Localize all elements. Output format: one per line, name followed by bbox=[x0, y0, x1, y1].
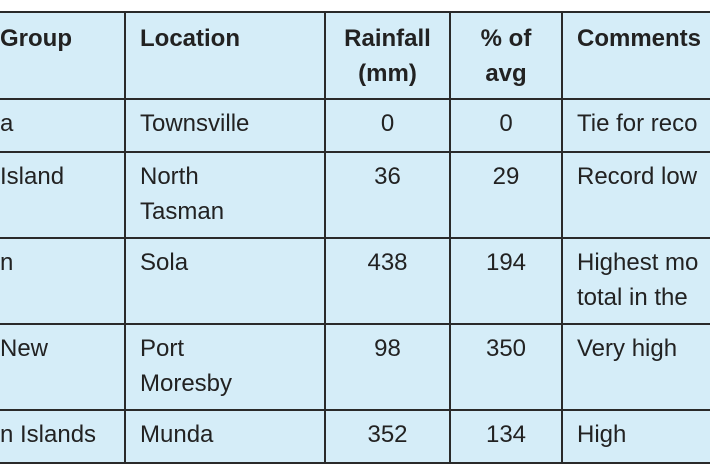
table-cell: 134 bbox=[449, 409, 563, 464]
table-cell: n bbox=[0, 237, 126, 325]
cell-line: Tasman bbox=[140, 198, 225, 225]
table-cell: 438 bbox=[324, 237, 451, 325]
table-frame: Group Location Rainfall (mm) % of avg Comments… bbox=[0, 11, 710, 464]
table-cell: 194 bbox=[449, 237, 563, 325]
cell-line: Rainfall bbox=[344, 25, 431, 52]
table-cell: Island bbox=[0, 151, 126, 239]
table-cell: North Tasman bbox=[124, 151, 326, 239]
table-cell: Tie for reco bbox=[561, 98, 710, 153]
table-cell: Munda bbox=[124, 409, 326, 464]
table-cell: Sola bbox=[124, 237, 326, 325]
table-cell: Highest mo total in the bbox=[561, 237, 710, 325]
table-row: n Sola 438 194 Highest mo total in the bbox=[0, 237, 710, 325]
header-cell: Comments bbox=[561, 11, 710, 100]
cell-line: Moresby bbox=[140, 370, 233, 397]
table-cell: Very high bbox=[561, 323, 710, 411]
cell-line: Port bbox=[140, 335, 185, 362]
table-cell: 352 bbox=[324, 409, 451, 464]
cell-line: Highest mo bbox=[577, 249, 699, 276]
table-cell: 0 bbox=[324, 98, 451, 153]
table-cell: n Islands bbox=[0, 409, 126, 464]
table-cell: Port Moresby bbox=[124, 323, 326, 411]
cell-line: (mm) bbox=[358, 60, 417, 87]
table-cell: 29 bbox=[449, 151, 563, 239]
cell-line: % of bbox=[480, 25, 532, 52]
header-row: Group Location Rainfall (mm) % of avg Comments bbox=[0, 11, 710, 100]
table-cell: 98 bbox=[324, 323, 451, 411]
rainfall-table: Group Location Rainfall (mm) % of avg Comments… bbox=[0, 11, 710, 464]
table-cell: 36 bbox=[324, 151, 451, 239]
table-row: a Townsville 0 0 Tie for reco bbox=[0, 98, 710, 153]
table-row: Island North Tasman 36 29 Record low bbox=[0, 151, 710, 239]
cell-line: North bbox=[140, 163, 199, 190]
table-cell: High bbox=[561, 409, 710, 464]
table-cell: Record low bbox=[561, 151, 710, 239]
header-cell: Rainfall (mm) bbox=[324, 11, 451, 100]
table-cell: 0 bbox=[449, 98, 563, 153]
header-cell: Group bbox=[0, 11, 126, 100]
table-cell: 350 bbox=[449, 323, 563, 411]
table-body: Group Location Rainfall (mm) % of avg Comments… bbox=[0, 11, 710, 464]
header-cell: % of avg bbox=[449, 11, 563, 100]
table-row: New Port Moresby 98 350 Very high bbox=[0, 323, 710, 411]
table-cell: a bbox=[0, 98, 126, 153]
cell-line: avg bbox=[485, 60, 527, 87]
cell-line: total in the bbox=[577, 284, 688, 311]
table-cell: Townsville bbox=[124, 98, 326, 153]
table-row: n Islands Munda 352 134 High bbox=[0, 409, 710, 464]
table-cell: New bbox=[0, 323, 126, 411]
header-cell: Location bbox=[124, 11, 326, 100]
